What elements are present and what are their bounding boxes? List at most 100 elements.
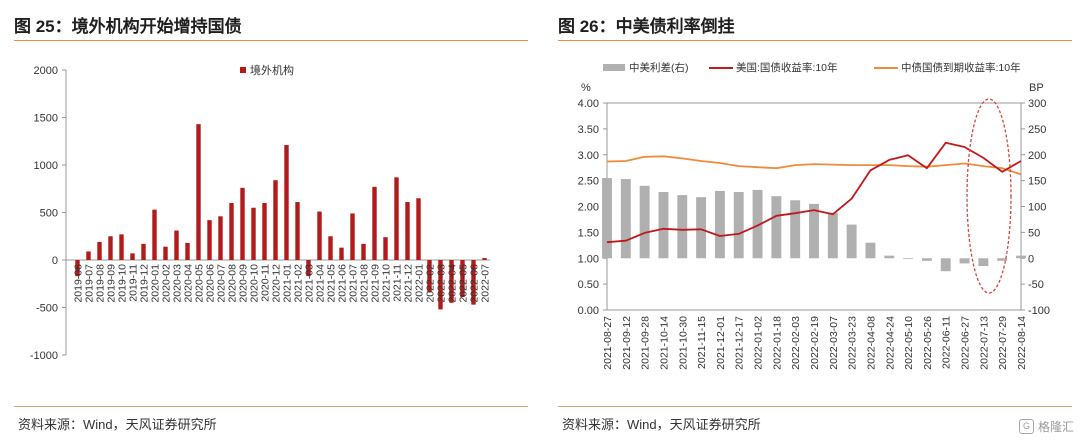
bar (460, 260, 465, 298)
left-y-tick-label: 2.50 (578, 176, 599, 188)
x-tick-label: 2019-10 (117, 264, 129, 303)
bar (75, 260, 80, 277)
x-tick-label: 2022-07-13 (978, 316, 990, 370)
x-tick-label: 2022-07-29 (997, 316, 1009, 370)
right-figure-title: 图 26：中美债利率倒挂 (558, 17, 735, 36)
x-tick-label: 2022-02-19 (809, 316, 821, 370)
x-tick-label: 2020-10 (249, 264, 261, 303)
spread-bar (752, 189, 763, 259)
right-y-tick-label: 250 (1028, 124, 1046, 136)
x-tick-label: 2020-07 (216, 264, 228, 303)
spread-bar (790, 200, 801, 259)
bar (449, 260, 454, 303)
left-title-rule (14, 40, 528, 41)
x-tick-label: 2021-09-12 (621, 316, 633, 370)
legend-label-spread: 中美利差(右) (629, 61, 689, 74)
x-tick-label: 2022-02 (425, 264, 437, 303)
x-tick-label: 2021-11 (392, 264, 404, 302)
x-tick-label: 2022-04-24 (884, 316, 896, 370)
right-y-tick-label: 150 (1028, 176, 1046, 188)
bar (317, 211, 322, 260)
left-y-tick-label: 0.50 (578, 279, 599, 291)
y-tick-label: 0 (52, 255, 58, 267)
bar (383, 237, 388, 260)
y-tick-label: 2000 (34, 65, 58, 77)
bar (207, 220, 212, 260)
spread-bar (809, 203, 819, 259)
spread-bar (846, 224, 857, 259)
spread-bar (959, 258, 970, 264)
inversion-highlight-ellipse (966, 98, 1012, 294)
bar (328, 236, 333, 260)
bar (119, 234, 124, 260)
right-axis-unit: BP (1029, 82, 1044, 94)
left-y-tick-label: 1.00 (578, 253, 599, 265)
x-tick-label: 2021-10-14 (658, 316, 670, 370)
legend-swatch-spread (603, 64, 625, 71)
x-tick-label: 2022-03-23 (847, 316, 859, 370)
x-tick-label: 2020-04 (183, 264, 195, 303)
watermark-logo-icon: G (1018, 419, 1034, 434)
watermark: G 格隆汇 (1018, 418, 1074, 435)
right-y-tick-label: 300 (1028, 98, 1046, 110)
x-tick-label: 2022-07 (480, 264, 492, 303)
x-tick-label: 2020-11 (260, 264, 272, 302)
x-tick-label: 2019-12 (139, 264, 151, 303)
bar (482, 258, 487, 260)
bar (86, 251, 91, 260)
right-y-tick-label: 50 (1028, 227, 1040, 239)
x-tick-label: 2021-01 (282, 264, 294, 303)
legend-label: 境外机构 (250, 63, 294, 77)
x-tick-label: 2021-05 (326, 264, 338, 303)
right-y-tick-label: -100 (1028, 305, 1050, 317)
x-tick-label: 2022-03-07 (828, 316, 840, 370)
spread-bar (978, 258, 989, 267)
spread-bar (620, 179, 631, 259)
spread-bar (658, 192, 669, 259)
bar (97, 241, 102, 260)
bar (262, 203, 267, 260)
spread-bar (639, 185, 650, 259)
bar (108, 236, 113, 260)
x-tick-label: 2020-08 (227, 264, 239, 303)
right-title-rule (558, 40, 1072, 41)
bar (394, 177, 399, 260)
spread-bar (884, 255, 895, 259)
spread-bar (1016, 255, 1026, 259)
bar (229, 203, 234, 260)
right-source-note: 资料来源：Wind，天风证券研究所 (562, 417, 761, 432)
bar (438, 260, 443, 310)
y-tick-label: -1000 (30, 350, 58, 362)
left-y-tick-label: 2.00 (578, 202, 599, 214)
spread-bar (997, 258, 1008, 261)
x-tick-label: 2019-06 (73, 264, 85, 303)
left-y-tick-label: 4.00 (578, 98, 599, 110)
left-figure-panel: 图 25：境外机构开始增持国债 -1000 -500 0 500 1000 1500 200… (14, 0, 542, 441)
spread-bar (827, 212, 838, 259)
x-tick-label: 2020-06 (205, 264, 217, 303)
bar (152, 209, 157, 260)
x-tick-label: 2022-06 (469, 264, 481, 303)
cn-10y-yield-line (606, 155, 1022, 176)
x-tick-label: 2021-09-28 (640, 316, 652, 370)
x-tick-label: 2021-09 (370, 264, 382, 303)
x-tick-label: 2021-02 (293, 264, 305, 303)
spread-bar (714, 190, 725, 259)
x-tick-label: 2020-05 (194, 264, 206, 303)
bar (196, 124, 201, 261)
x-tick-label: 2022-05 (458, 264, 470, 303)
x-tick-label: 2022-03 (436, 264, 448, 303)
y-tick-label: 500 (40, 208, 58, 220)
x-tick-label: 2022-05-26 (922, 316, 934, 370)
x-tick-label: 2019-08 (95, 264, 107, 303)
y-tick-label: -500 (36, 303, 58, 315)
left-y-tick-label: 1.50 (578, 227, 599, 239)
watermark-text: 格隆汇 (1037, 420, 1074, 434)
x-tick-label: 2022-01-02 (753, 316, 765, 370)
bar (471, 260, 476, 305)
bar (372, 186, 377, 260)
bar (284, 145, 289, 260)
bar (273, 180, 278, 260)
right-bottom-rule (558, 406, 1072, 407)
